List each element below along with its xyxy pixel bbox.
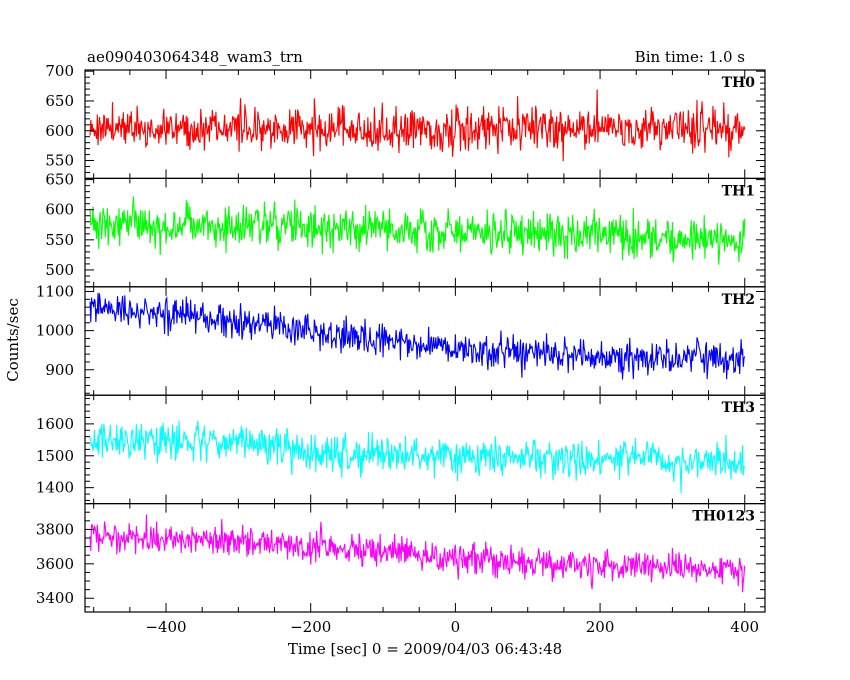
series-line-th2 xyxy=(89,292,746,380)
y-tick-label: 500 xyxy=(45,261,74,279)
y-tick-label: 1400 xyxy=(36,479,74,497)
y-tick-label: 550 xyxy=(45,231,74,249)
y-tick-label: 600 xyxy=(45,122,74,140)
panel-label-th0: TH0 xyxy=(722,75,756,91)
y-tick-label: 550 xyxy=(45,152,74,170)
x-tick-label: −400 xyxy=(145,618,186,636)
panel-label-th0123: TH0123 xyxy=(692,509,755,525)
y-tick-label: 1000 xyxy=(36,322,74,340)
y-tick-label: 600 xyxy=(45,201,74,219)
y-tick-label: 900 xyxy=(45,361,74,379)
y-tick-label: 1600 xyxy=(36,415,74,433)
series-line-th0 xyxy=(89,89,746,162)
panel-th0: 550 600 650 700 TH0 xyxy=(45,62,766,180)
chart-title: ae090403064348_wam3_trn xyxy=(87,48,303,66)
y-axis-title: Counts/sec xyxy=(4,298,22,382)
panel-th1: 500 550 600 650 TH1 xyxy=(45,171,766,288)
series-line-th0123 xyxy=(89,514,746,593)
x-tick-label: 400 xyxy=(730,618,759,636)
panel-frame xyxy=(84,503,766,613)
y-tick-label: 3400 xyxy=(36,589,74,607)
y-tick-label: 1500 xyxy=(36,447,74,465)
series-line-th1 xyxy=(89,196,746,265)
panels-group: 550 600 650 700 TH0 500 550 600 650 TH1 900 1000 110… xyxy=(36,62,766,613)
x-tick-label: 0 xyxy=(451,618,461,636)
y-tick-label: 3600 xyxy=(36,555,74,573)
series-line-th3 xyxy=(89,420,746,494)
panel-label-th1: TH1 xyxy=(722,183,755,199)
panel-th2: 900 1000 1100 TH2 xyxy=(36,282,766,396)
x-tick-label: 200 xyxy=(586,618,615,636)
panel-label-th2: TH2 xyxy=(722,292,755,308)
panel-th0123: 3400 3600 3800 TH0123 xyxy=(36,503,766,613)
y-tick-label: 3800 xyxy=(36,520,74,538)
y-tick-label: 650 xyxy=(45,92,74,110)
x-axis: −400 −200 0 200 400 xyxy=(145,618,759,636)
y-tick-label: 700 xyxy=(45,62,74,80)
x-tick-label: −200 xyxy=(290,618,331,636)
panel-th3: 1400 1500 1600 TH3 xyxy=(36,394,766,505)
y-tick-label: 1100 xyxy=(36,282,74,300)
bin-time-label: Bin time: 1.0 s xyxy=(635,48,745,66)
panel-label-th3: TH3 xyxy=(722,400,755,416)
y-tick-label: 650 xyxy=(45,171,74,189)
x-axis-title: Time [sec] 0 = 2009/04/03 06:43:48 xyxy=(288,640,562,658)
